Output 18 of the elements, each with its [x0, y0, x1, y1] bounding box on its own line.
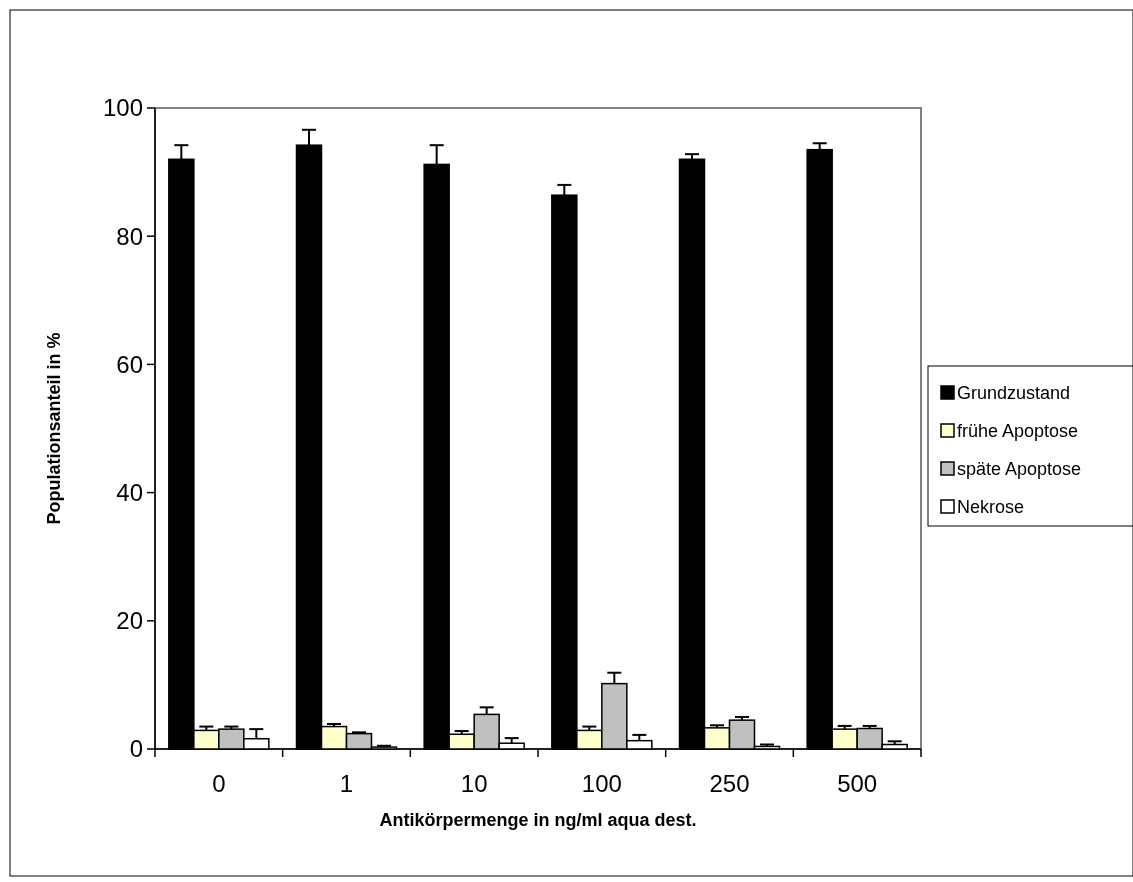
y-tick-label: 0	[129, 735, 143, 763]
x-tick-label: 100	[581, 770, 622, 797]
x-tick-label: 10	[460, 770, 488, 797]
legend-label: Grundzustand	[957, 383, 1071, 404]
y-tick-label: 60	[116, 350, 143, 378]
y-tick-label: 20	[116, 607, 143, 635]
x-tick-label: 500	[837, 770, 878, 797]
y-axis-title: Populationsanteil in %	[44, 332, 64, 525]
y-tick-label: 80	[116, 222, 143, 250]
legend-label: Nekrose	[957, 497, 1025, 518]
y-tick-label: 40	[116, 479, 143, 506]
x-tick-label: 0	[212, 770, 226, 797]
x-tick-label: 1	[339, 770, 354, 797]
legend-label: frühe Apoptose	[957, 421, 1079, 442]
x-axis-title: Antikörpermenge in ng/ml aqua dest.	[379, 810, 697, 830]
y-tick-label: 100	[102, 94, 143, 122]
legend-label: späte Apoptose	[957, 459, 1082, 480]
x-tick-label: 250	[709, 770, 750, 797]
